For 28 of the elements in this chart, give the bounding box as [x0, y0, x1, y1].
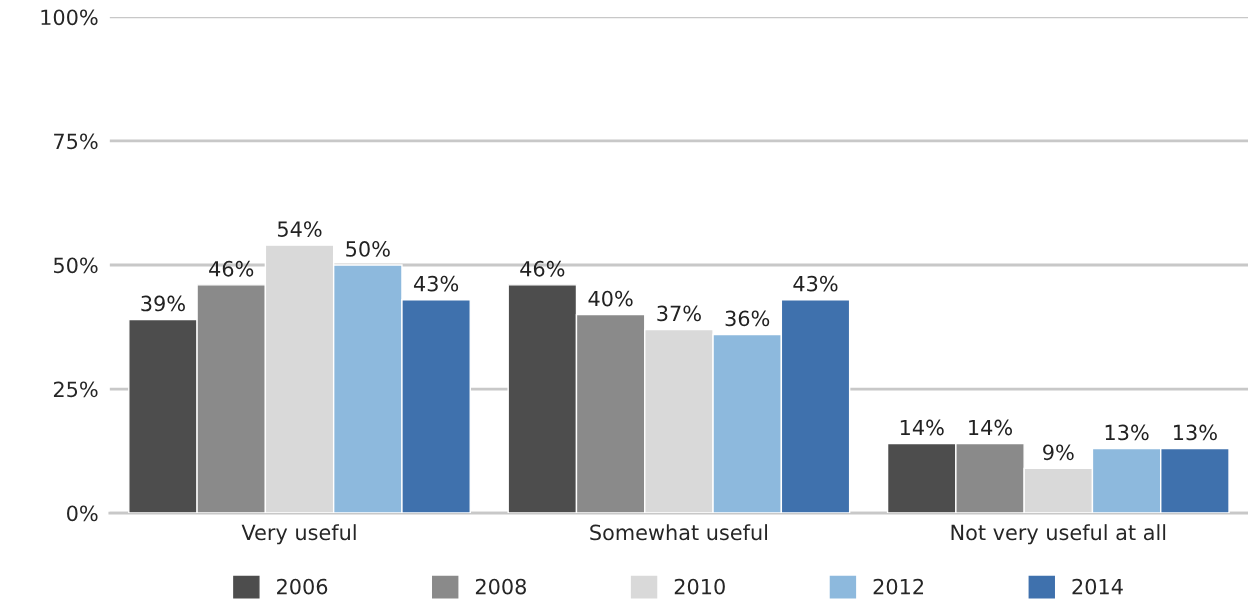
legend-label: 2008	[475, 578, 526, 595]
data-label: 13%	[1174, 424, 1217, 441]
data-label: 50%	[346, 241, 390, 257]
x-tick-label: Very useful	[241, 524, 356, 545]
data-label: 39%	[141, 295, 185, 312]
legend-label: 2012	[873, 578, 924, 595]
data-label: 9%	[1043, 444, 1074, 461]
data-label: 43%	[413, 275, 459, 292]
data-label: 37%	[657, 305, 701, 322]
data-label: 43%	[793, 275, 838, 292]
data-label: 36%	[725, 310, 770, 327]
data-label: 14%	[969, 419, 1013, 436]
data-label: 14%	[900, 419, 944, 436]
y-tick-label: 75%	[54, 133, 98, 150]
data-label: 46%	[520, 260, 565, 277]
x-tick-label: Not very useful at all	[951, 524, 1166, 545]
data-label: 54%	[277, 221, 322, 237]
y-tick-label: 50%	[54, 257, 98, 274]
y-tick-label: 100%	[41, 9, 98, 26]
x-tick-label: Somewhat useful	[590, 524, 767, 541]
legend-label: 2006	[277, 578, 328, 595]
legend-label: 2010	[674, 578, 725, 595]
data-label: 13%	[1105, 424, 1149, 441]
data-label: 46%	[209, 260, 254, 277]
legend-label: 2014	[1072, 578, 1123, 595]
y-tick-label: 25%	[53, 381, 98, 398]
y-tick-label: 0%	[67, 505, 98, 522]
data-label: 40%	[588, 290, 633, 307]
